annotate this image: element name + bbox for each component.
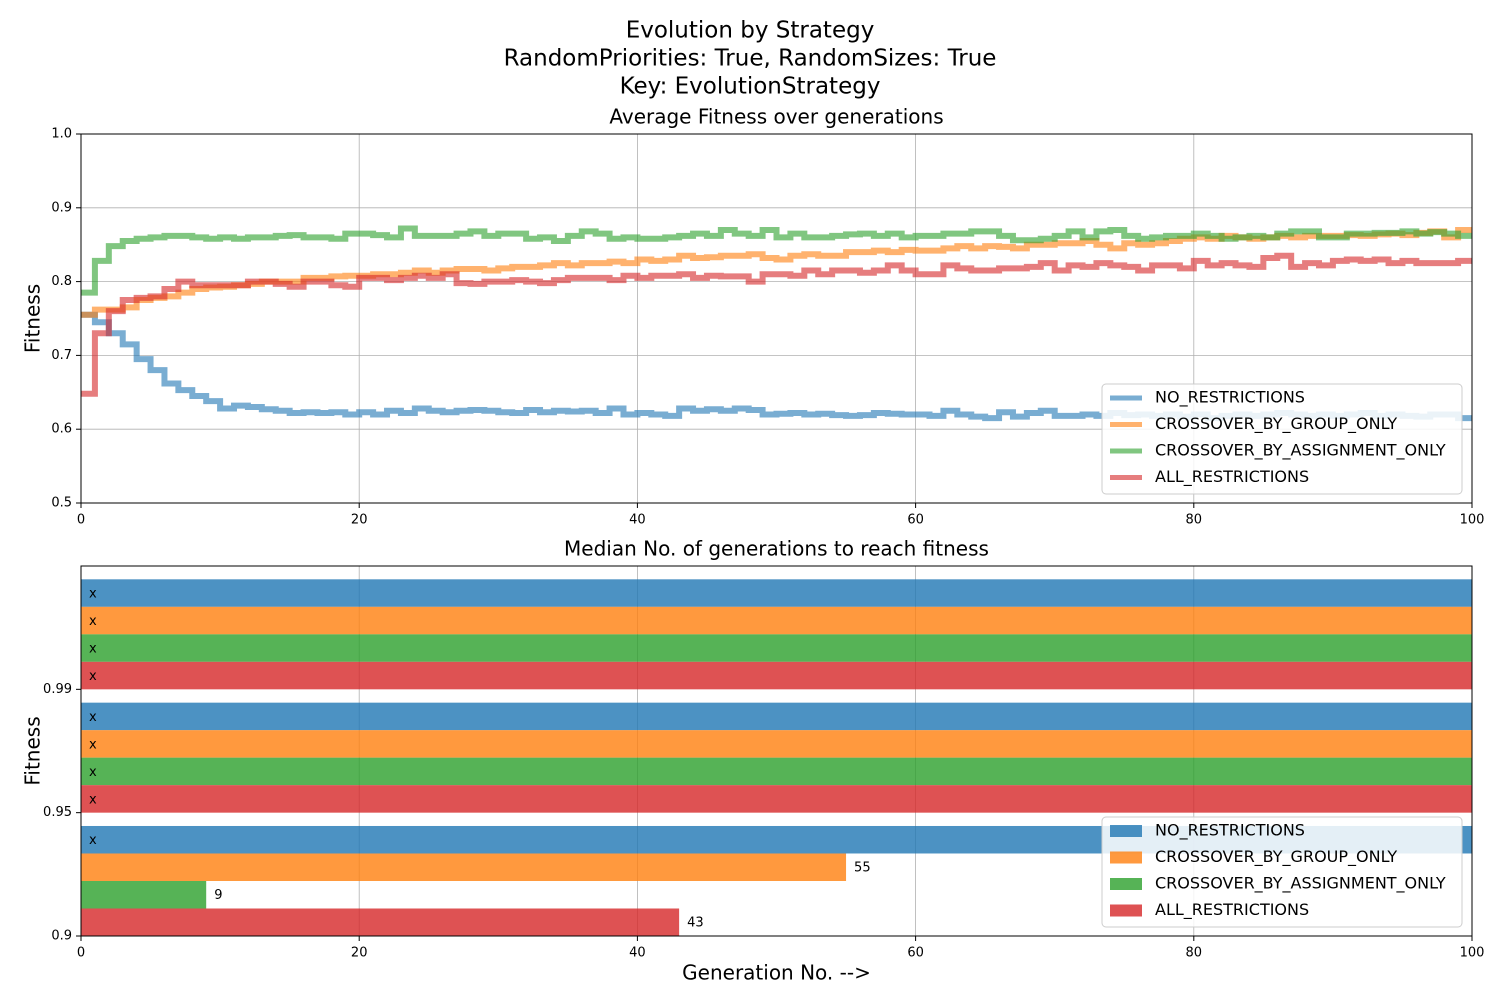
bar: [81, 606, 1472, 635]
y-tick-label: 0.95: [43, 805, 72, 820]
y-tick-label: 0.99: [43, 682, 72, 697]
figure-title: Key: EvolutionStrategy: [620, 74, 881, 100]
x-tick-label: 0: [77, 513, 85, 528]
subplot-title: Median No. of generations to reach fitne…: [564, 537, 989, 561]
bar: [81, 702, 1472, 731]
legend-label: NO_RESTRICTIONS: [1155, 821, 1305, 841]
legend-label: NO_RESTRICTIONS: [1155, 388, 1305, 408]
bar-label: x: [89, 765, 97, 780]
legend-swatch: [1110, 851, 1142, 864]
legend-swatch: [1110, 904, 1142, 917]
x-tick-label: 80: [1186, 513, 1203, 528]
x-tick-label: 80: [1186, 946, 1203, 961]
y-tick-label: 0.6: [51, 422, 72, 437]
fitness-line: [81, 225, 1472, 296]
legend-swatch: [1110, 878, 1142, 890]
bar-label: 43: [687, 916, 704, 931]
figure-title: Evolution by Strategy: [626, 18, 875, 44]
bar: [81, 880, 207, 909]
x-tick-label: 100: [1460, 946, 1485, 961]
bar-label: x: [89, 642, 97, 657]
legend-label: CROSSOVER_BY_GROUP_ONLY: [1155, 414, 1397, 434]
bar: [81, 579, 1472, 607]
legend-label: CROSSOVER_BY_ASSIGNMENT_ONLY: [1155, 874, 1446, 894]
x-tick-label: 40: [629, 946, 646, 961]
axes-frame: [80, 565, 1473, 937]
figure-title: RandomPriorities: True, RandomSizes: Tru…: [504, 46, 997, 72]
legend-label: CROSSOVER_BY_GROUP_ONLY: [1155, 847, 1397, 867]
legend-swatch: [1110, 825, 1142, 837]
x-tick-label: 60: [907, 513, 924, 528]
y-tick-label: 0.7: [51, 348, 72, 363]
bar: [81, 661, 1472, 690]
bar: [81, 853, 847, 881]
y-tick-label: 0.9: [51, 200, 72, 215]
y-axis-label: Fitness: [21, 716, 45, 785]
y-tick-label: 0.9: [51, 929, 72, 944]
bar-label: x: [89, 737, 97, 752]
x-tick-label: 0: [77, 946, 85, 961]
legend-label: CROSSOVER_BY_ASSIGNMENT_ONLY: [1155, 441, 1446, 461]
bar-label: 55: [854, 861, 871, 876]
legend-box: [1101, 383, 1463, 495]
bar-label: x: [89, 669, 97, 684]
legend-label: ALL_RESTRICTIONS: [1155, 900, 1309, 920]
bar-label: x: [89, 833, 97, 848]
x-axis-label: Generation No. -->: [682, 961, 871, 985]
x-tick-label: 20: [351, 946, 368, 961]
bar: [81, 757, 1472, 786]
y-tick-label: 0.5: [51, 496, 72, 511]
bar: [81, 785, 1472, 813]
bar: [81, 730, 1472, 758]
x-tick-label: 40: [629, 513, 646, 528]
bar-label: x: [89, 614, 97, 629]
bar-label: x: [89, 587, 97, 602]
y-tick-label: 1.0: [51, 127, 72, 142]
fitness-line: [81, 252, 1472, 397]
y-axis-label: Fitness: [21, 284, 45, 353]
bar-label: 9: [214, 888, 222, 903]
x-tick-label: 60: [907, 946, 924, 961]
subplot-title: Average Fitness over generations: [609, 105, 943, 129]
y-tick-label: 0.8: [51, 274, 72, 289]
legend-box: [1101, 816, 1463, 928]
x-tick-label: 20: [351, 513, 368, 528]
bar-label: x: [89, 792, 97, 807]
bar: [81, 634, 1472, 662]
bar-label: x: [89, 710, 97, 725]
axes-frame: [80, 133, 1473, 504]
legend-label: ALL_RESTRICTIONS: [1155, 467, 1309, 487]
x-tick-label: 100: [1460, 513, 1485, 528]
bar: [81, 908, 680, 936]
